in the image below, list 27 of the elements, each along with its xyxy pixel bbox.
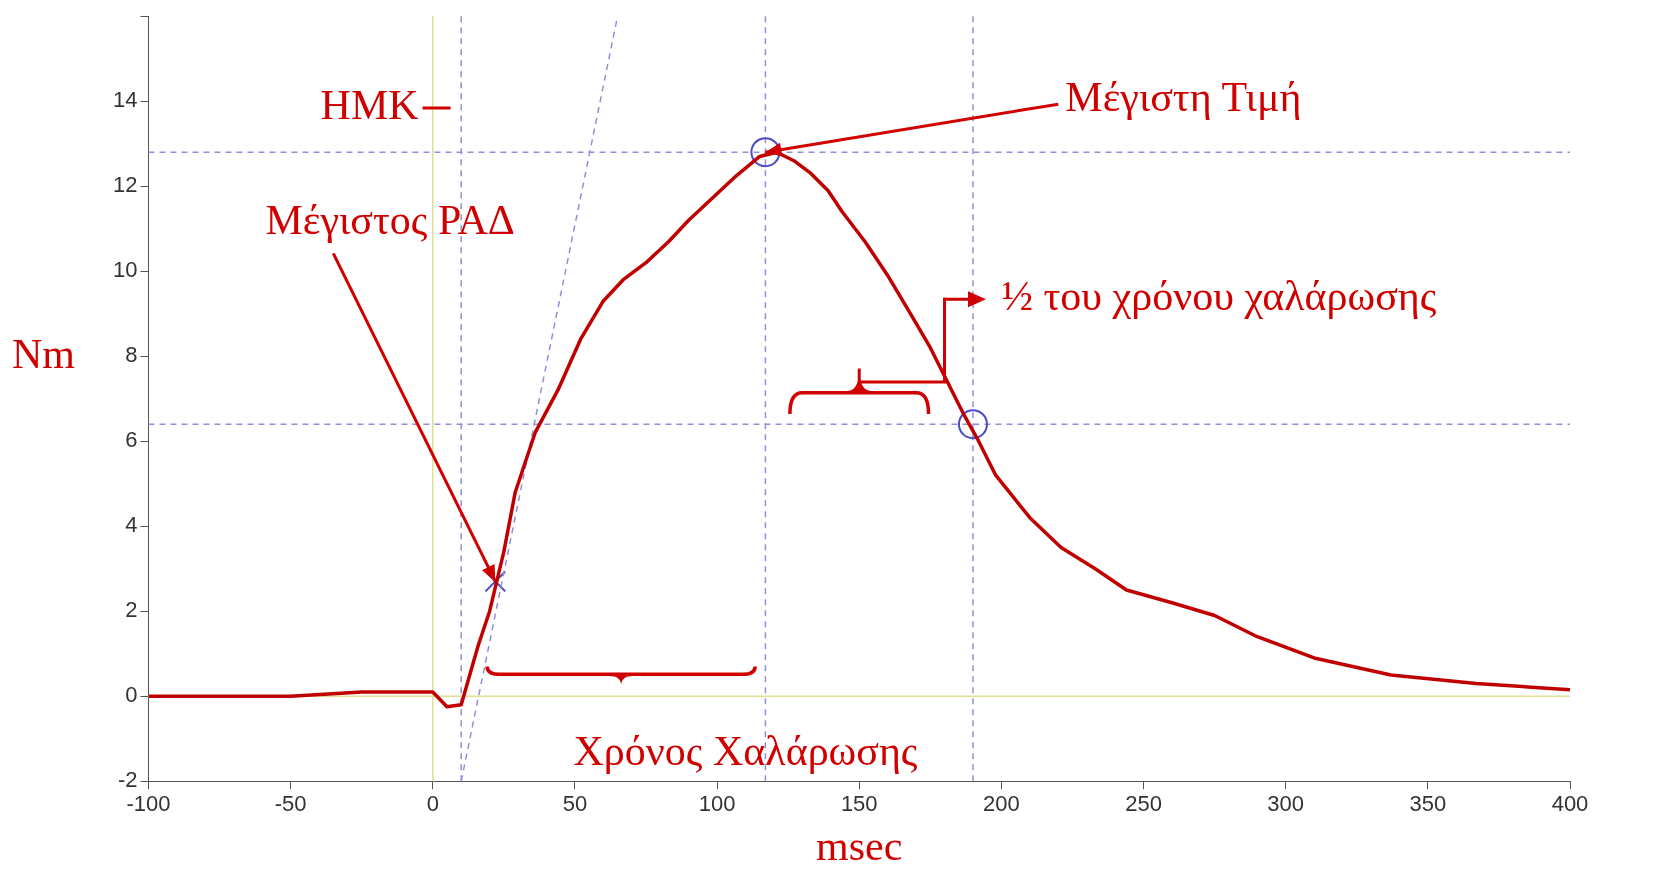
x-tick-label: 150 — [840, 791, 878, 817]
y-tick-label: 10 — [112, 257, 138, 283]
x-tick-label: -50 — [274, 791, 307, 817]
y-tick-label: 8 — [125, 342, 138, 368]
y-tick-label: 14 — [112, 87, 138, 113]
x-tick-label: 300 — [1267, 791, 1305, 817]
annotation: Χρόνος Χαλάρωσης — [573, 728, 918, 775]
y-tick-label: 4 — [125, 512, 138, 538]
x-axis-title: msec — [816, 822, 903, 869]
annotation: Μέγιστος ΡΑΔ — [265, 196, 515, 243]
y-axis-title: Nm — [12, 330, 76, 377]
y-tick-label: 2 — [125, 597, 138, 623]
annotation: Μέγιστη Τιμή — [1065, 74, 1302, 121]
x-tick-label: 400 — [1551, 791, 1589, 817]
annotation: ½ του χρόνου χαλάρωσης — [1001, 273, 1437, 320]
x-tick-label: 100 — [698, 791, 736, 817]
annotation: ΗΜΚ — [320, 82, 419, 129]
y-tick-label: 0 — [125, 682, 138, 708]
x-tick-label: 250 — [1125, 791, 1162, 817]
y-tick-label: -2 — [117, 767, 138, 793]
x-tick-label: 200 — [983, 791, 1020, 817]
x-tick-label: 350 — [1409, 791, 1447, 817]
x-tick-label: -100 — [126, 791, 171, 817]
y-tick-label: 6 — [125, 427, 138, 453]
x-tick-label: 0 — [426, 791, 439, 817]
x-tick-label: 50 — [562, 791, 588, 817]
y-tick-label: 12 — [112, 172, 138, 198]
